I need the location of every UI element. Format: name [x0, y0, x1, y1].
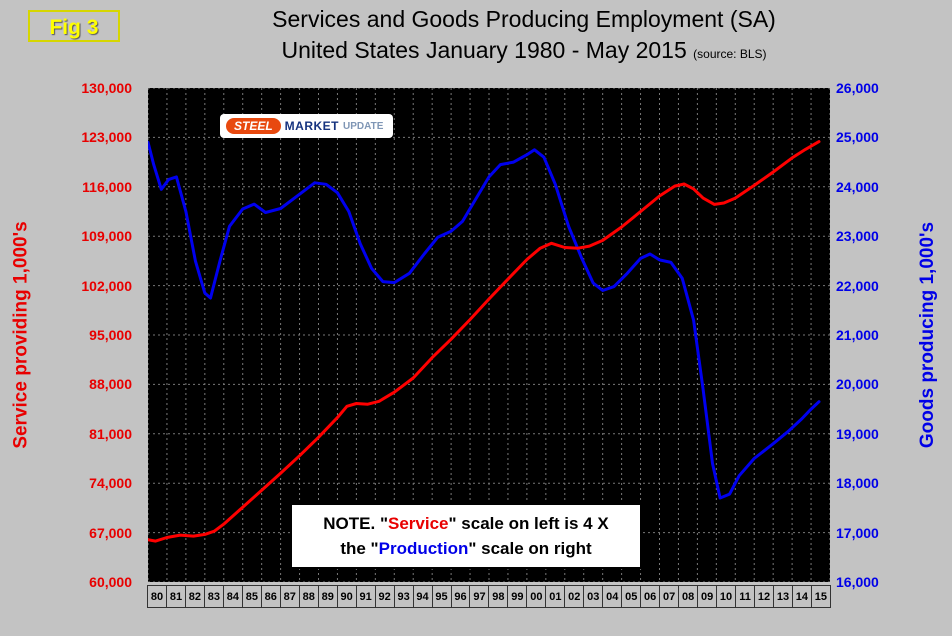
right-axis-tick-label: 22,000 — [836, 277, 879, 294]
x-axis-year-label: 99 — [508, 586, 528, 607]
left-axis-tick-label: 67,000 — [89, 524, 132, 541]
x-axis-year-label: 01 — [546, 586, 566, 607]
x-axis-year-label: 93 — [395, 586, 414, 607]
chart-title-line2-text: United States January 1980 - May 2015 — [281, 37, 687, 63]
x-axis-year-label: 98 — [489, 586, 509, 607]
x-axis-year-label: 15 — [814, 590, 828, 603]
left-axis-ticks: 130,000 123,000 116,000 109,000 102,000 95,00… — [0, 80, 140, 590]
note-line2-suffix: " scale on right — [468, 539, 592, 558]
logo-update-text: UPDATE — [343, 120, 384, 132]
x-axis-year-label: 03 — [584, 586, 604, 607]
x-axis-year-label: 83 — [205, 586, 224, 607]
logo-steel-market-update: STEEL MARKET UPDATE — [220, 114, 394, 138]
x-axis-year-label: 82 — [186, 586, 205, 607]
x-axis-year-label: 14 — [793, 586, 812, 607]
x-axis-year-label: 85 — [243, 586, 262, 607]
right-axis-tick-label: 24,000 — [836, 178, 879, 195]
gridlines — [148, 88, 830, 582]
note-line2-prefix: the " — [340, 539, 379, 558]
right-axis-tick-label: 23,000 — [836, 228, 879, 245]
x-axis-year-label: 92 — [376, 586, 395, 607]
right-axis-tick-label: 17,000 — [836, 524, 879, 541]
left-axis-tick-label: 60,000 — [89, 574, 132, 590]
chart-title: Services and Goods Producing Employment … — [110, 6, 938, 64]
x-axis-year-label: 81 — [167, 586, 186, 607]
note-box: NOTE. "Service" scale on left is 4 X the… — [290, 503, 642, 569]
x-axis-year-label: 97 — [470, 586, 490, 607]
x-axis-year-label: 04 — [603, 586, 623, 607]
x-axis-year-label: 89 — [319, 586, 338, 607]
left-axis-tick-label: 123,000 — [81, 129, 132, 146]
left-axis-tick-label: 95,000 — [89, 327, 132, 343]
x-axis-year-label: 88 — [300, 586, 319, 607]
x-axis-year-label: 05 — [622, 586, 642, 607]
chart-title-source: (source: BLS) — [693, 47, 767, 61]
note-line1-suffix: " scale on left is 4 X — [448, 514, 609, 533]
x-axis-year-label: 91 — [357, 586, 376, 607]
x-axis-year-label: 07 — [660, 586, 680, 607]
x-axis-year-label: 10 — [717, 586, 737, 607]
right-axis-tick-label: 26,000 — [836, 80, 879, 96]
x-axis-year-label: 86 — [262, 586, 281, 607]
x-axis-year-label: 06 — [641, 586, 661, 607]
goods-producing-line — [148, 140, 821, 500]
left-axis-tick-label: 81,000 — [89, 425, 132, 442]
note-service-word: Service — [388, 514, 449, 533]
service-providing-line — [148, 140, 821, 543]
x-axis-year-label: 11 — [736, 586, 755, 607]
x-axis-year-label: 80 — [148, 586, 167, 607]
right-axis-tick-label: 16,000 — [836, 574, 879, 590]
x-axis-year-label: 02 — [565, 586, 585, 607]
x-axis-year-label: 12 — [755, 586, 774, 607]
plot-area: STEEL MARKET UPDATE NOTE. "Service" scal… — [148, 88, 830, 582]
x-axis-year-label: 95 — [433, 586, 452, 607]
right-axis-tick-label: 25,000 — [836, 129, 879, 146]
left-axis-tick-label: 109,000 — [81, 228, 132, 245]
left-axis-tick-label: 102,000 — [81, 277, 132, 294]
right-axis-tick-label: 20,000 — [836, 376, 879, 393]
x-axis-year-label: 00 — [527, 586, 547, 607]
note-line1-prefix: NOTE. " — [323, 514, 389, 533]
x-axis-year-label: 84 — [224, 586, 243, 607]
chart-canvas — [148, 88, 830, 582]
logo-steel-swoosh: STEEL — [226, 118, 281, 134]
x-axis-year-label: 94 — [414, 586, 433, 607]
x-axis-year-label: 08 — [679, 586, 699, 607]
x-axis-labels: 80 81 82 83 84 85 86 87 88 89 90 91 92 93 94 95 96 97 98 99… — [147, 585, 831, 608]
right-axis-tick-label: 19,000 — [836, 425, 879, 442]
left-axis-tick-label: 130,000 — [81, 80, 132, 96]
note-production-word: Production — [378, 539, 469, 558]
note-line1: NOTE. "Service" scale on left is 4 X — [296, 511, 636, 536]
left-axis-tick-label: 116,000 — [82, 178, 132, 195]
chart-title-line2: United States January 1980 - May 2015 (s… — [110, 37, 938, 64]
x-axis-year-label: 09 — [698, 586, 718, 607]
left-axis-tick-label: 74,000 — [89, 475, 132, 492]
x-axis-year-label: 90 — [338, 586, 357, 607]
left-axis-tick-label: 88,000 — [89, 376, 132, 393]
right-axis-ticks: 26,000 25,000 24,000 23,000 22,000 21,000 20,0… — [836, 80, 948, 590]
x-axis-year-label: 87 — [281, 586, 300, 607]
logo-market-text: MARKET — [284, 119, 339, 133]
x-axis-year-label: 96 — [452, 586, 471, 607]
right-axis-tick-label: 18,000 — [836, 475, 879, 492]
x-axis-year-label: 13 — [774, 586, 793, 607]
note-line2: the "Production" scale on right — [296, 536, 636, 561]
chart-title-line1: Services and Goods Producing Employment … — [272, 6, 776, 32]
right-axis-tick-label: 21,000 — [836, 327, 879, 343]
figure-label: Fig 3 — [28, 10, 120, 42]
